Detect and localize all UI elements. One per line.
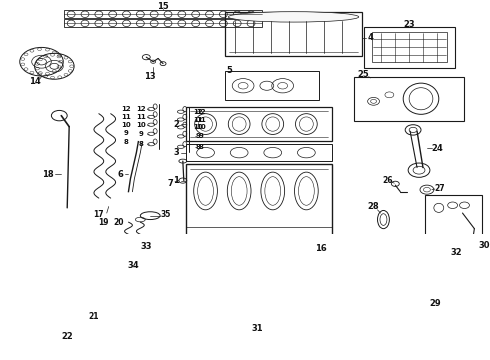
- Text: 10: 10: [193, 124, 202, 130]
- Text: 16: 16: [315, 244, 327, 253]
- Text: 10: 10: [122, 122, 131, 128]
- Text: 14: 14: [29, 77, 41, 86]
- Text: 12: 12: [196, 109, 205, 115]
- Text: 10: 10: [196, 124, 205, 130]
- Text: 11: 11: [136, 114, 146, 120]
- Text: 12: 12: [193, 109, 202, 115]
- Text: 23: 23: [403, 20, 415, 29]
- Text: 8: 8: [124, 139, 129, 145]
- Bar: [64, 10, 262, 18]
- Text: 11: 11: [196, 117, 205, 122]
- Text: 17: 17: [94, 210, 104, 219]
- Text: 28: 28: [368, 202, 379, 211]
- Bar: [193, 278, 321, 322]
- Text: 24: 24: [431, 144, 442, 153]
- Text: 12: 12: [122, 106, 131, 112]
- Text: 34: 34: [127, 261, 139, 270]
- Text: 11: 11: [193, 117, 202, 122]
- Bar: [225, 71, 319, 100]
- Text: 35: 35: [161, 210, 171, 219]
- Text: 8: 8: [139, 141, 144, 147]
- Text: 15: 15: [157, 2, 169, 11]
- Text: 13: 13: [145, 72, 156, 81]
- Text: 29: 29: [429, 300, 441, 309]
- Bar: [42, 239, 160, 333]
- Text: 1: 1: [173, 176, 179, 185]
- Text: 20: 20: [113, 218, 124, 227]
- Bar: [346, 239, 474, 275]
- Bar: [225, 12, 362, 56]
- Text: 18: 18: [42, 170, 53, 179]
- Bar: [64, 19, 262, 27]
- Text: 31: 31: [251, 324, 263, 333]
- Bar: [186, 107, 332, 141]
- Text: 4: 4: [368, 33, 373, 42]
- Text: 9: 9: [195, 134, 200, 139]
- Bar: [425, 195, 482, 247]
- Ellipse shape: [228, 12, 359, 22]
- Bar: [364, 27, 455, 68]
- Text: 19: 19: [98, 218, 109, 227]
- Text: 30: 30: [479, 241, 490, 250]
- Text: 3: 3: [173, 148, 179, 157]
- Text: 2: 2: [173, 120, 179, 129]
- Text: 9: 9: [139, 131, 144, 137]
- Bar: [186, 164, 332, 235]
- Bar: [200, 283, 313, 317]
- Bar: [354, 77, 465, 121]
- Text: 6: 6: [118, 170, 123, 179]
- Text: 5: 5: [226, 66, 232, 75]
- Text: 9: 9: [198, 134, 203, 139]
- Text: 11: 11: [122, 114, 131, 120]
- Text: 25: 25: [358, 70, 369, 79]
- Text: 27: 27: [435, 184, 445, 193]
- Text: 12: 12: [137, 106, 146, 112]
- Text: 33: 33: [141, 242, 152, 251]
- Bar: [186, 144, 332, 161]
- Text: 8: 8: [198, 144, 203, 150]
- Text: 8: 8: [195, 144, 200, 150]
- Text: 7: 7: [167, 179, 173, 188]
- Bar: [371, 32, 447, 62]
- Text: 26: 26: [382, 176, 392, 185]
- Text: 32: 32: [451, 248, 463, 257]
- Text: 21: 21: [89, 312, 99, 321]
- Text: 9: 9: [124, 130, 129, 135]
- Text: 10: 10: [136, 122, 146, 128]
- Text: 22: 22: [61, 332, 73, 341]
